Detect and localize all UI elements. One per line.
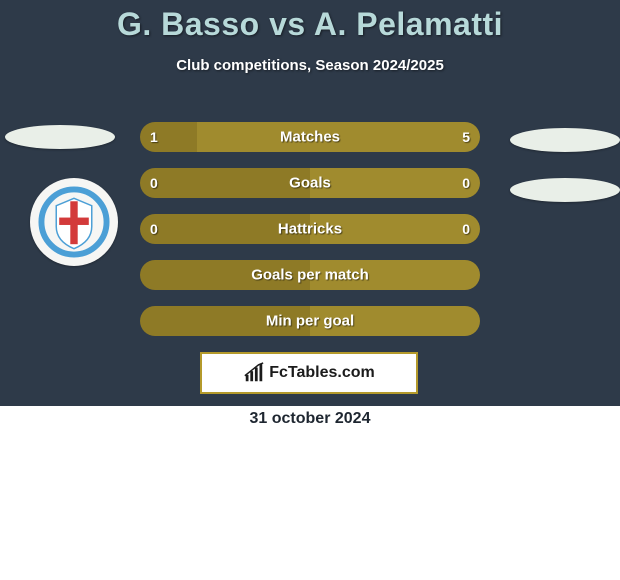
stat-left-value: 1	[150, 129, 158, 145]
watermark-text: FcTables.com	[269, 364, 375, 382]
watermark: FcTables.com	[200, 352, 418, 394]
comparison-bars: 15Matches00Goals00HattricksGoals per mat…	[140, 122, 480, 352]
stat-left-value: 0	[150, 175, 158, 191]
stat-left-segment: 0	[140, 168, 310, 198]
date-label: 31 october 2024	[0, 410, 620, 428]
club-badge	[30, 178, 118, 266]
stat-right-segment: 5	[197, 122, 480, 152]
stat-row: Goals per match	[140, 260, 480, 290]
stat-right-segment	[310, 306, 480, 336]
stat-row: 00Goals	[140, 168, 480, 198]
stat-row: 00Hattricks	[140, 214, 480, 244]
stat-right-segment: 0	[310, 214, 480, 244]
chart-icon	[243, 362, 265, 384]
stat-left-segment	[140, 306, 310, 336]
stat-right-value: 0	[462, 175, 470, 191]
subtitle: Club competitions, Season 2024/2025	[0, 57, 620, 74]
stat-left-segment: 1	[140, 122, 197, 152]
stat-left-segment	[140, 260, 310, 290]
stat-right-value: 0	[462, 221, 470, 237]
stat-row: Min per goal	[140, 306, 480, 336]
left-team-placeholder	[5, 125, 115, 149]
stat-left-segment: 0	[140, 214, 310, 244]
stat-right-segment	[310, 260, 480, 290]
stat-left-value: 0	[150, 221, 158, 237]
stat-row: 15Matches	[140, 122, 480, 152]
page-title: G. Basso vs A. Pelamatti	[0, 0, 620, 43]
stat-right-value: 5	[462, 129, 470, 145]
right-team-placeholder-1	[510, 128, 620, 152]
right-team-placeholder-2	[510, 178, 620, 202]
club-badge-icon	[37, 185, 111, 259]
stat-right-segment: 0	[310, 168, 480, 198]
